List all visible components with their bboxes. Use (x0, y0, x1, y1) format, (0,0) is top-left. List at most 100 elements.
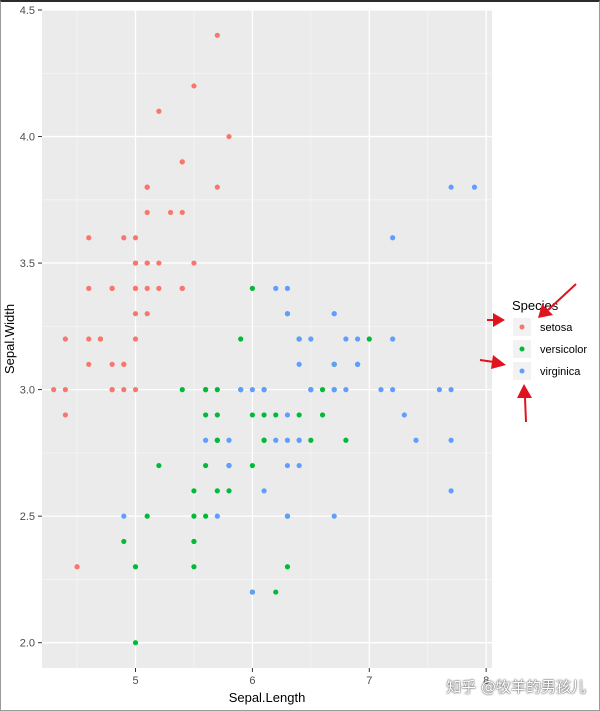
plot-panel (42, 10, 492, 668)
data-point-virginica (214, 513, 220, 519)
y-tick-label: 4.5 (20, 5, 35, 17)
data-point-versicolor (191, 538, 197, 545)
data-point-setosa (51, 387, 57, 393)
legend-label-versicolor: versicolor (540, 344, 587, 356)
y-tick-label: 2.0 (20, 638, 35, 650)
data-point-setosa (62, 412, 68, 418)
data-point-versicolor (191, 513, 197, 519)
data-point-setosa (86, 235, 92, 241)
data-point-virginica (471, 184, 478, 190)
data-point-setosa (109, 387, 115, 393)
data-point-virginica (331, 387, 337, 393)
data-point-versicolor (238, 336, 244, 342)
x-tick-label: 5 (132, 675, 138, 687)
data-point-virginica (308, 336, 314, 342)
x-tick-label: 6 (249, 675, 255, 687)
watermark-text: 知乎 @牧羊的男孩儿 (446, 678, 586, 696)
data-point-setosa (86, 285, 92, 291)
data-point-setosa (121, 361, 127, 367)
data-point-setosa (74, 564, 80, 570)
data-point-versicolor (366, 336, 372, 342)
data-point-virginica (390, 336, 396, 342)
data-points (51, 32, 478, 646)
data-point-virginica (296, 361, 302, 367)
data-point-virginica (436, 387, 443, 393)
data-point-versicolor (214, 412, 220, 418)
data-point-setosa (132, 235, 139, 241)
legend-label-virginica: virginica (540, 366, 581, 378)
data-point-virginica (273, 437, 279, 443)
data-point-versicolor (203, 462, 209, 469)
y-tick-label: 3.0 (20, 385, 35, 397)
data-point-setosa (179, 209, 185, 216)
data-point-virginica (296, 336, 302, 342)
data-point-versicolor (319, 387, 326, 393)
data-point-virginica (296, 437, 302, 443)
data-point-virginica (378, 387, 384, 393)
data-point-setosa (156, 285, 162, 291)
data-point-virginica (284, 285, 291, 291)
data-point-virginica (121, 513, 127, 519)
data-point-setosa (179, 285, 185, 291)
data-point-versicolor (121, 538, 127, 545)
arrow-left-versicolor-annotation (479, 355, 506, 369)
data-point-setosa (191, 260, 197, 266)
data-point-setosa (214, 32, 220, 38)
data-point-setosa (86, 336, 92, 342)
data-point-setosa (62, 387, 68, 393)
legend-key-versicolor (519, 346, 525, 352)
x-axis-ticks: 5 6 7 8 (132, 668, 489, 687)
data-point-setosa (109, 361, 115, 367)
data-point-versicolor (226, 488, 232, 494)
data-point-versicolor (214, 437, 220, 443)
data-point-setosa (144, 184, 150, 190)
data-point-virginica (249, 387, 255, 393)
data-point-setosa (144, 311, 150, 317)
data-point-versicolor (261, 412, 267, 418)
data-point-setosa (191, 83, 197, 89)
data-point-virginica (343, 387, 349, 393)
y-axis-ticks: 2.0 2.5 3.0 3.5 4.0 4.5 (20, 5, 42, 650)
data-point-virginica (390, 235, 396, 241)
data-point-versicolor (296, 412, 302, 418)
data-point-setosa (156, 260, 162, 266)
annotation-arrows (479, 283, 577, 423)
arrow-left-setosa-annotation (487, 313, 505, 327)
grid-minor (42, 10, 492, 668)
data-point-versicolor (273, 589, 279, 595)
data-point-setosa (144, 285, 150, 291)
data-point-virginica (203, 437, 209, 443)
data-point-setosa (167, 209, 174, 216)
data-point-setosa (132, 285, 139, 291)
data-point-versicolor (214, 387, 220, 393)
y-tick-label: 2.5 (20, 511, 35, 523)
data-point-versicolor (308, 437, 314, 443)
data-point-virginica (284, 412, 291, 418)
x-tick-label: 7 (366, 675, 372, 687)
data-point-versicolor (144, 513, 150, 519)
data-point-virginica (284, 437, 291, 443)
data-point-setosa (109, 285, 115, 291)
data-point-setosa (144, 209, 150, 216)
data-point-versicolor (179, 387, 185, 393)
data-point-setosa (144, 260, 150, 266)
y-tick-label: 3.5 (20, 258, 35, 270)
data-point-versicolor (203, 513, 209, 519)
data-point-setosa (86, 361, 92, 367)
data-point-virginica (331, 311, 337, 317)
data-point-versicolor (156, 462, 162, 469)
data-point-versicolor (191, 488, 197, 494)
data-point-virginica (226, 462, 232, 469)
data-point-virginica (401, 412, 407, 418)
data-point-setosa (62, 336, 68, 342)
arrow-bottom-virginica-annotation (517, 384, 532, 423)
data-point-virginica (249, 589, 255, 595)
data-point-setosa (226, 133, 232, 140)
data-point-virginica (284, 513, 291, 519)
legend-key-setosa (519, 324, 525, 330)
x-tick-label: 8 (483, 675, 489, 687)
data-point-virginica (331, 361, 337, 367)
legend: Species setosa versicolor virginica (512, 298, 587, 380)
data-point-setosa (132, 336, 139, 342)
